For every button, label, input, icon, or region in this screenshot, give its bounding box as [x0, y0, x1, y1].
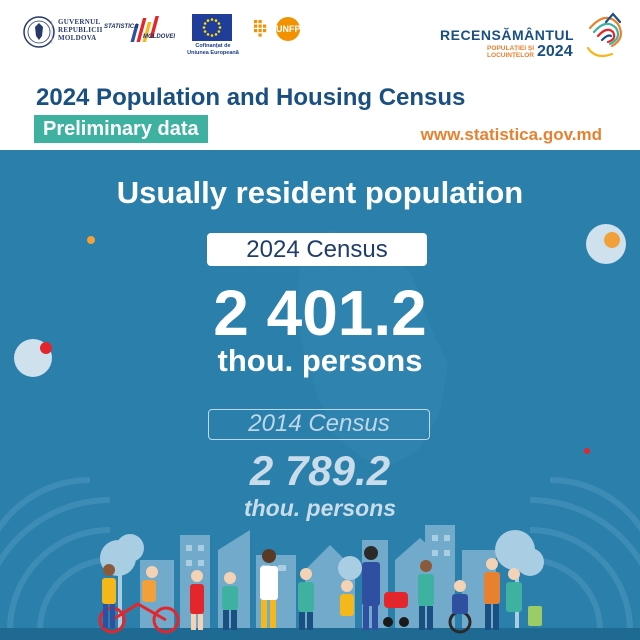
person-walker-4 [260, 549, 278, 628]
main-title: Usually resident population [116, 175, 524, 210]
person-walker-3 [222, 572, 238, 630]
person-walker-5 [298, 568, 314, 630]
government-name: GUVERNUL REPUBLICII MOLDOVA [58, 18, 103, 42]
person-walker-7 [362, 546, 380, 630]
sidewalk [0, 628, 640, 640]
eu-caption-line: Uniunea Europeană [187, 49, 239, 56]
statistics-bars-icon [130, 16, 159, 42]
person-walker-2 [190, 570, 204, 630]
census-logo-subtitle-line: POPULAȚIEI ȘI [487, 45, 534, 52]
census-logo-name: RECENSĂMÂNTUL [440, 27, 575, 43]
statistics-name-line2: MOLDOVEI [143, 34, 176, 40]
page-title: 2024 Population and Housing Census [36, 84, 466, 111]
person-traveler [506, 568, 542, 626]
statistics-name-line1: STATISTICA [104, 24, 139, 30]
decor-dot-orange-left [87, 236, 95, 244]
eu-flag-icon [192, 14, 232, 41]
undp-unfpa-icon [254, 17, 300, 41]
census-2024-value: 2 401.2 [213, 277, 427, 349]
person-wheelchair [448, 580, 472, 634]
census-logo-subtitle: POPULAȚIEI ȘI LOCUINȚELOR [478, 45, 534, 59]
census-logo-subtitle-line: LOCUINȚELOR [487, 52, 534, 59]
person-walker-1 [102, 564, 116, 628]
person-walker-9 [484, 558, 500, 630]
census-2014-label: 2014 Census [208, 409, 430, 440]
preliminary-badge: Preliminary data [34, 115, 208, 143]
census-swirl-icon [586, 12, 623, 58]
census-2014-value: 2 789.2 [249, 447, 391, 494]
decor-dot-red-small [584, 448, 590, 454]
map-silhouette [296, 230, 448, 465]
census-2024-unit: thou. persons [217, 343, 423, 378]
header: GUVERNUL REPUBLICII MOLDOVA STATISTICA M… [0, 0, 640, 150]
stroller [383, 592, 409, 627]
website-link[interactable]: www.statistica.gov.md [420, 125, 602, 144]
eu-caption: Cofinanțat de Uniunea Europeană [186, 43, 240, 56]
census-2014-unit: thou. persons [243, 495, 397, 521]
person-walker-8 [418, 560, 434, 630]
decor-dot-orange-right [604, 232, 620, 248]
coat-of-arms-icon [23, 16, 55, 48]
unfpa-label: UNFPA [276, 24, 307, 34]
people-crowd [98, 546, 542, 634]
government-name-line: GUVERNUL [58, 18, 101, 26]
person-cyclist [98, 566, 180, 634]
census-logo-year: 2024 [537, 43, 573, 60]
census-2024-label: 2024 Census [207, 233, 427, 266]
government-name-line: REPUBLICII [58, 26, 103, 34]
fingerprint-left [0, 477, 111, 631]
decor-dot-red [40, 342, 52, 354]
government-name-line: MOLDOVA [58, 34, 97, 42]
person-walker-6 [340, 580, 354, 616]
eu-caption-line: Cofinanțat de [195, 43, 231, 49]
street-scene-illustration [0, 525, 640, 640]
